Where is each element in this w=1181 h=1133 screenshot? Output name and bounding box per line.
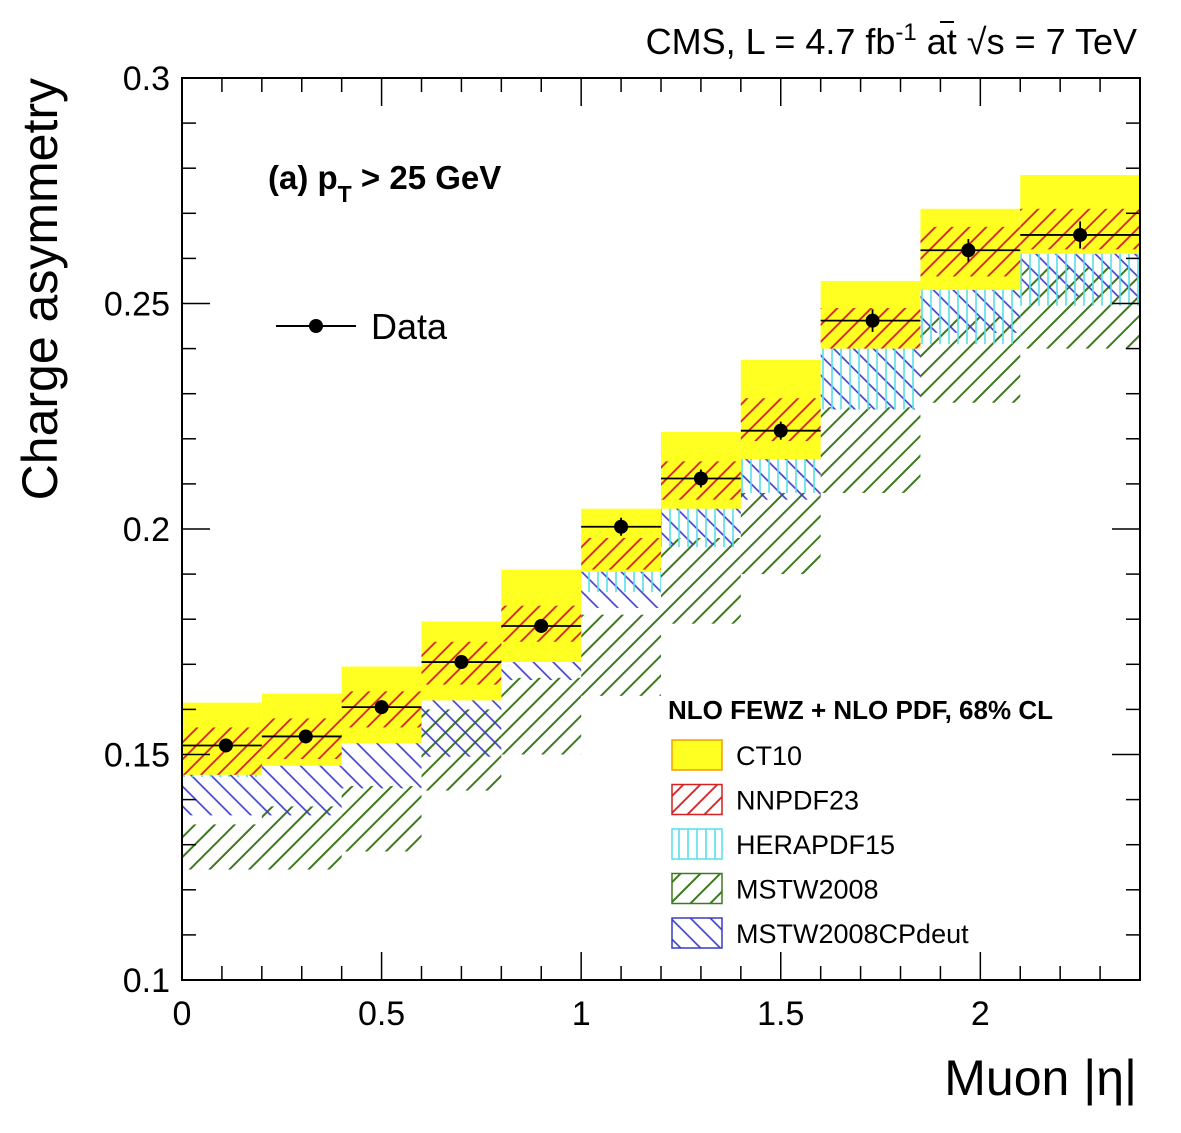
legend-swatch [671,739,723,771]
data-point-marker [773,423,788,438]
data-point [920,239,1021,262]
y-tick-label: 0.25 [104,286,170,324]
y-tick-label: 0.3 [123,60,170,98]
data-point [261,729,342,744]
annotation-prefix: (a) p [268,159,338,196]
pdf-legend: CT10 NNPDF23 HERAPDF15 MSTW2008 MSTW2008CPde… [671,739,969,949]
data-point-marker [534,618,549,633]
legend-swatch [671,783,723,816]
band-mstw2008-bin-7 [740,492,821,575]
band-mstw2008-bin-0 [182,824,262,870]
header-exponent: -1 [895,19,916,46]
legend-label: MSTW2008 [736,875,879,905]
data-point [740,421,821,440]
annotation-sub: T [338,181,352,207]
data-point [421,655,502,670]
data-point-marker [865,313,880,328]
y-tick-label: 0.2 [123,511,170,549]
x-tick-label: 1.5 [757,995,804,1033]
axis-ticks [181,77,1141,981]
data-point [1020,221,1140,249]
pt-cut-annotation: (a) pT > 25 GeV [268,159,501,207]
y-tick-label: 0.15 [104,737,170,775]
x-tick-label: 0 [173,995,192,1033]
data-point-marker [218,738,233,753]
data-point-marker [298,729,313,744]
x-tick-label: 0.5 [358,995,405,1033]
x-tick-label: 1 [572,995,591,1033]
legend-label: CT10 [736,741,802,771]
legend-item-mstw2008: MSTW2008 [671,872,879,905]
data-point [820,309,921,332]
band-mstw2008-bin-5 [581,614,661,696]
data-point-marker [614,519,629,534]
band-mstw2008-bin-8 [820,407,921,493]
data-point [661,469,741,488]
legend-label: MSTW2008CPdeut [736,919,969,949]
data-point [581,517,661,536]
legend-item-herapdf15: HERAPDF15 [671,828,895,860]
pdf-bands [182,174,1140,870]
tick-labels: 0 0.5 1 1.5 2 0.1 0.15 0.2 0.25 0.3 [104,60,990,1033]
legend-label: HERAPDF15 [736,830,895,860]
y-axis-label: Charge asymmetry [12,78,68,500]
legend-swatch [671,872,723,905]
legend-swatch [671,828,723,860]
data-point [182,738,262,753]
data-points [182,221,1140,753]
legend-data-label: Data [371,306,448,347]
data-point-marker [374,700,389,715]
x-tick-label: 2 [971,995,990,1033]
legend-title: NLO FEWZ + NLO PDF, 68% CL [668,695,1053,725]
y-tick-label: 0.1 [123,962,170,1000]
data-point-marker [693,471,708,486]
chart-header: CMS, L = 4.7 fb-1 at √s = 7 TeV [646,19,1137,62]
legend-swatch [671,917,723,949]
annotation-suffix: > 25 GeV [352,159,502,196]
header-right: s = 7 TeV [987,21,1137,62]
legend-data: Data [276,306,448,347]
legend-item-ct10: CT10 [671,739,802,771]
data-point [341,700,422,715]
band-mstw2008-bin-1 [261,806,342,870]
legend-data-marker [309,319,323,333]
header-mid: at [917,21,967,62]
band-mstw2008-bin-4 [501,677,582,755]
band-nnpdf23-bin-5 [581,538,661,570]
x-axis-label: Muon |η| [944,1050,1137,1106]
header-left: CMS, L = 4.7 fb [646,21,896,62]
sqrt-sign: √ [967,21,987,62]
band-mstw2008-bin-2 [341,786,422,852]
legend-item-nnpdf23: NNPDF23 [671,783,859,816]
band-mstw2008-bin-6 [661,538,741,624]
data-point-marker [1073,227,1088,242]
data-point [501,618,582,633]
data-point-marker [961,243,976,258]
legend-item-mstw2008cpdeut: MSTW2008CPdeut [671,917,969,949]
data-point-marker [454,655,469,670]
legend-label: NNPDF23 [736,786,859,816]
